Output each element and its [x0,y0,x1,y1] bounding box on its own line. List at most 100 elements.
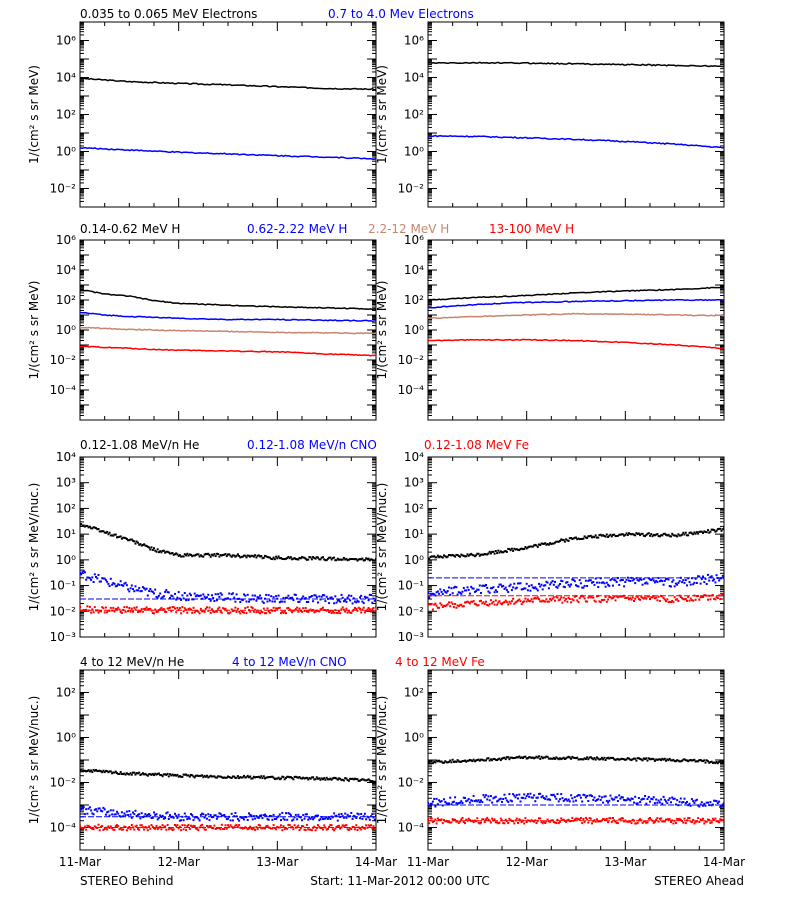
data-point [134,825,137,828]
data-point [600,598,603,601]
data-point [502,757,505,760]
data-point [577,601,580,603]
data-point [222,554,225,556]
data-point [674,582,677,585]
data-point [624,758,627,761]
data-point [103,611,106,614]
data-point [429,603,432,606]
data-point [480,799,482,802]
data-point [614,758,617,761]
data-point [106,580,109,583]
data-point [123,606,126,609]
data-point [361,778,364,781]
data-point [81,524,84,527]
data-point [536,545,539,548]
data-point [98,769,101,772]
data-point [362,778,365,781]
data-point [461,605,464,608]
data-point [80,571,81,574]
data-point [303,777,306,780]
data-point [653,820,656,823]
data-point [681,597,684,600]
data-point [556,818,559,821]
data-point [371,558,374,561]
data-point [104,769,107,772]
data-point [449,759,452,762]
data-point [561,818,564,821]
data-point [281,610,284,613]
data-point [591,596,593,599]
data-point [682,821,685,824]
data-point [507,822,510,824]
data-point [547,587,550,590]
data-point [633,801,635,804]
data-point [139,590,142,593]
data-point [298,829,301,831]
data-point [655,758,658,761]
data-point [429,760,432,763]
data-point [460,760,463,763]
data-point [716,820,719,823]
data-point [459,760,462,763]
data-point [214,593,217,596]
data-point [325,609,328,612]
data-point [354,558,356,561]
data-point [649,578,651,581]
data-point [604,535,607,538]
data-point [281,775,284,778]
data-point [373,818,376,821]
data-point [459,591,462,594]
data-point [714,762,717,765]
data-point [257,775,260,778]
data-point [645,534,648,536]
data-point [124,773,127,776]
data-point [690,759,693,762]
data-point [465,589,468,592]
data-point [658,817,661,820]
data-point [271,775,274,778]
data-point [370,558,373,561]
data-point [513,547,516,550]
data-point [560,579,563,582]
data-point [196,609,199,612]
data-point [116,810,118,813]
data-point [366,779,369,782]
data-point [628,820,630,823]
data-point [166,591,169,594]
data-point [209,825,212,828]
data-point [359,607,361,610]
data-point [540,542,543,545]
data-point [542,600,545,603]
data-point [203,595,206,598]
data-point [571,538,574,540]
data-point [228,592,231,595]
data-point [285,612,287,615]
data-point [591,822,593,825]
data-point [149,773,152,776]
data-point [502,551,505,554]
data-point [462,759,465,762]
data-point [688,581,691,583]
data-point [350,828,353,831]
data-point [665,818,667,821]
x-tick-label: 12-Mar [506,855,548,869]
data-point [609,817,612,820]
data-point [509,602,512,605]
data-point [268,776,271,778]
data-point [261,777,264,780]
data-point [276,825,279,828]
data-point [467,759,470,762]
data-point [329,818,332,820]
data-point [714,598,717,601]
data-point [225,555,228,558]
data-point [446,603,449,606]
data-point [229,611,232,614]
data-point [259,612,262,615]
data-point [468,553,471,556]
data-point [304,557,307,560]
data-point [505,589,508,592]
y-tick-label: 10⁻⁴ [50,383,77,397]
data-point [220,611,223,614]
data-point [586,818,589,821]
data-point [633,578,635,581]
